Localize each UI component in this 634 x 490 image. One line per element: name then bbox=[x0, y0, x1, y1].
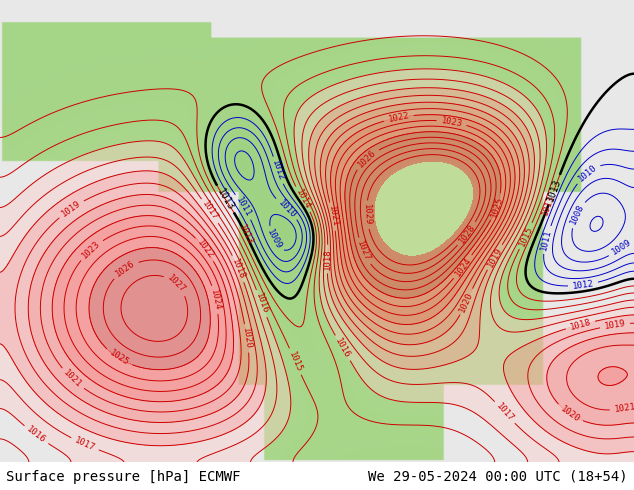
Text: 1014: 1014 bbox=[294, 188, 312, 211]
Text: Surface pressure [hPa] ECMWF: Surface pressure [hPa] ECMWF bbox=[6, 469, 241, 484]
Text: 1012: 1012 bbox=[572, 279, 594, 291]
Text: 1009: 1009 bbox=[610, 238, 633, 257]
Text: 1013: 1013 bbox=[237, 223, 255, 246]
Text: 1013: 1013 bbox=[546, 177, 563, 202]
Text: 1009: 1009 bbox=[265, 228, 283, 251]
Text: 1024: 1024 bbox=[453, 255, 473, 278]
Text: 1021: 1021 bbox=[327, 205, 339, 228]
Text: 1019: 1019 bbox=[604, 319, 626, 331]
Text: 1016: 1016 bbox=[333, 337, 352, 360]
Text: 1011: 1011 bbox=[540, 228, 553, 251]
Text: 1020: 1020 bbox=[241, 327, 253, 349]
Text: We 29-05-2024 00:00 UTC (18+54): We 29-05-2024 00:00 UTC (18+54) bbox=[368, 469, 628, 484]
Text: 1025: 1025 bbox=[107, 348, 130, 368]
Text: 1018: 1018 bbox=[230, 257, 247, 280]
Text: 1012: 1012 bbox=[270, 159, 285, 182]
Text: 1010: 1010 bbox=[276, 198, 297, 220]
Text: 1019: 1019 bbox=[486, 245, 504, 269]
Text: 1008: 1008 bbox=[569, 203, 586, 226]
Text: 1026: 1026 bbox=[356, 148, 378, 169]
Text: 1018: 1018 bbox=[569, 318, 592, 332]
Text: 1016: 1016 bbox=[254, 292, 269, 315]
Text: 1018: 1018 bbox=[323, 248, 332, 270]
Text: 1015: 1015 bbox=[287, 350, 304, 373]
Text: 1016: 1016 bbox=[25, 425, 48, 445]
Text: 1023: 1023 bbox=[440, 116, 463, 128]
Text: 1029: 1029 bbox=[362, 204, 372, 226]
Text: 1021: 1021 bbox=[61, 368, 83, 390]
Text: 1021: 1021 bbox=[614, 402, 634, 414]
Text: 1026: 1026 bbox=[113, 259, 136, 279]
Text: 1022: 1022 bbox=[387, 111, 410, 124]
Text: 1028: 1028 bbox=[457, 222, 477, 245]
Text: 1017: 1017 bbox=[200, 199, 219, 222]
Text: 1027: 1027 bbox=[165, 273, 187, 295]
Text: 1011: 1011 bbox=[235, 196, 253, 219]
Text: 1019: 1019 bbox=[60, 199, 82, 219]
Text: 1025: 1025 bbox=[489, 195, 504, 219]
Text: 1017: 1017 bbox=[494, 401, 515, 423]
Text: 1020: 1020 bbox=[458, 290, 475, 314]
Text: 1010: 1010 bbox=[576, 163, 598, 183]
Text: 1022: 1022 bbox=[195, 238, 215, 261]
Text: 1017: 1017 bbox=[73, 436, 96, 453]
Text: 1015: 1015 bbox=[517, 224, 534, 247]
Text: 1020: 1020 bbox=[559, 404, 581, 424]
Text: 1013: 1013 bbox=[215, 187, 236, 212]
Text: 1013: 1013 bbox=[541, 193, 557, 217]
Text: 1027: 1027 bbox=[355, 240, 372, 263]
Text: 1024: 1024 bbox=[209, 288, 223, 311]
Text: 1023: 1023 bbox=[81, 239, 102, 260]
